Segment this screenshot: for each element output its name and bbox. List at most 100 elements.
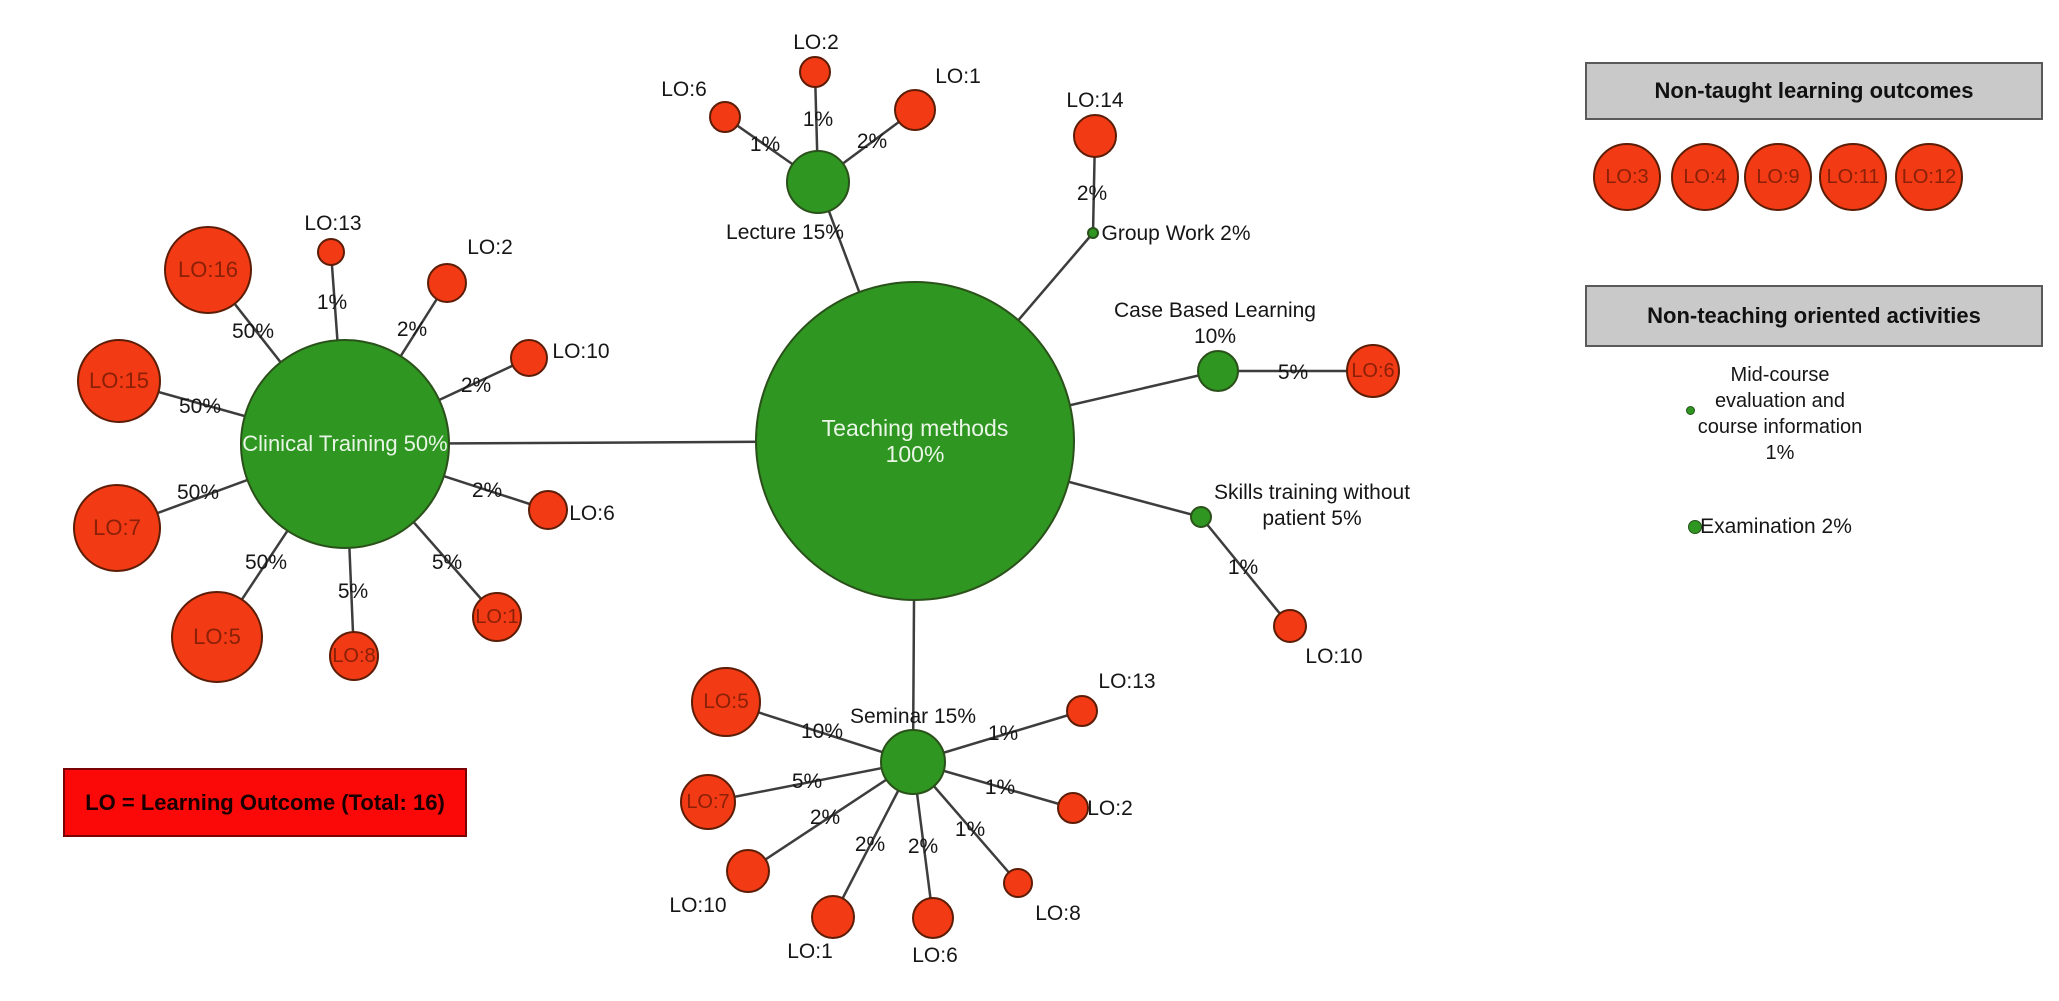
node-label-sk_lo10: LO:10 <box>1305 644 1362 670</box>
node-label-cbl_lo6: LO:6 <box>1351 360 1394 383</box>
node-label-c_lo1: LO:1 <box>475 606 518 629</box>
non-taught-lo-label: LO:3 <box>1605 165 1649 188</box>
node-c_lo15: LO:15 <box>77 339 161 423</box>
edge-label-casebased-cbl_lo6: 5% <box>1277 360 1309 384</box>
mid-course-label: Mid-course evaluation and course informa… <box>1698 362 1863 466</box>
non-taught-lo-label: LO:9 <box>1756 165 1800 188</box>
node-label-c_lo5: LO:5 <box>193 624 241 649</box>
lo-legend-label: LO = Learning Outcome (Total: 16) <box>85 789 445 815</box>
node-label-line: LO:16 <box>178 257 238 283</box>
node-cbl_lo6: LO:6 <box>1346 344 1400 398</box>
non-taught-lo-circle: LO:12 <box>1895 143 1963 211</box>
mid-course-label-line: 1% <box>1765 442 1795 464</box>
mid-course-dot <box>1686 406 1695 415</box>
node-label-line: LO:8 <box>1035 901 1081 925</box>
edge-label-skills-sk_lo10: 1% <box>1227 555 1259 579</box>
node-label-line: LO:5 <box>703 689 749 713</box>
edge-label-clinical-c_lo10: 2% <box>460 373 492 397</box>
node-c_lo5: LO:5 <box>171 591 263 683</box>
mid-course-label-line: Mid-course <box>1730 364 1830 386</box>
non-teaching-title: Non-teaching oriented activities <box>1647 303 1981 328</box>
edge-label-seminar-s_lo1: 2% <box>854 832 886 856</box>
edge-label-seminar-s_lo6: 2% <box>907 834 939 858</box>
node-label-l_lo2: LO:2 <box>793 30 839 56</box>
node-label-line: LO:13 <box>1098 669 1156 693</box>
edge-label-clinical-c_lo8: 5% <box>337 579 369 603</box>
examination-dot <box>1688 520 1702 534</box>
node-label-line: LO:1 <box>787 939 833 963</box>
node-label-line: LO:5 <box>193 624 241 650</box>
node-label-casebased: Case Based Learning 10% <box>1114 298 1316 351</box>
node-s_lo7: LO:7 <box>680 774 736 830</box>
node-label-s_lo13: LO:13 <box>1098 669 1155 695</box>
node-label-c_lo7: LO:7 <box>93 515 141 540</box>
edge-label-seminar-s_lo5: 10% <box>800 719 844 743</box>
non-taught-lo-circle: LO:3 <box>1593 143 1661 211</box>
node-label-c_lo15: LO:15 <box>89 368 149 393</box>
examination-label: Examination 2% <box>1700 514 1852 540</box>
node-s_lo8 <box>1003 868 1033 898</box>
non-taught-lo-circle: LO:11 <box>1819 143 1887 211</box>
edge-label-lecture-l_lo6: 1% <box>749 132 781 156</box>
node-l_lo1 <box>894 89 936 131</box>
node-label-line: LO:2 <box>793 30 839 54</box>
node-label-line: Seminar 15% <box>849 704 977 728</box>
non-taught-lo-label: LO:4 <box>1683 165 1727 188</box>
node-casebased <box>1197 350 1239 392</box>
edge-label-clinical-c_lo5: 50% <box>244 550 288 574</box>
node-label-line: LO:15 <box>89 368 149 394</box>
edge-label-clinical-c_lo13: 1% <box>316 290 348 314</box>
node-label-s_lo1: LO:1 <box>787 939 833 965</box>
edge-label-clinical-c_lo6: 2% <box>471 478 503 502</box>
node-l_lo2 <box>799 56 831 88</box>
node-label-skills: Skills training without patient 5% <box>1214 480 1410 533</box>
edge-label-seminar-s_lo7: 5% <box>791 769 823 793</box>
node-label-line: LO:10 <box>1305 644 1363 668</box>
node-label-line: LO:7 <box>93 515 141 541</box>
node-label-line: LO:6 <box>1351 359 1395 382</box>
edge-seminar-s_lo7 <box>707 760 914 804</box>
node-c_lo2 <box>427 263 467 303</box>
node-label-line: Group Work 2% <box>1101 221 1251 245</box>
non-taught-header: Non-taught learning outcomes <box>1585 62 2043 120</box>
edge-label-clinical-c_lo1: 5% <box>431 550 463 574</box>
edge-label-seminar-s_lo8: 1% <box>954 817 986 841</box>
node-teaching: Teaching methods 100% <box>755 281 1075 601</box>
node-label-line: LO:14 <box>1066 88 1124 112</box>
edge-label-clinical-c_lo16: 50% <box>231 319 275 343</box>
node-label-line: LO:6 <box>912 943 958 967</box>
node-seminar <box>880 729 946 795</box>
node-groupwork <box>1087 227 1099 239</box>
node-clinical: Clinical Training 50% <box>240 339 450 549</box>
mid-course-label-line: evaluation and <box>1714 390 1846 412</box>
edge-label-clinical-c_lo7: 50% <box>176 480 220 504</box>
node-label-line: Skills training without <box>1213 480 1411 504</box>
edge-skills-sk_lo10 <box>1200 516 1291 627</box>
node-label-line: LO:10 <box>669 893 727 917</box>
node-s_lo10 <box>726 849 770 893</box>
node-label-s_lo8: LO:8 <box>1035 901 1081 927</box>
examination-label-text: Examination 2% <box>1700 514 1852 538</box>
node-label-gw_lo14: LO:14 <box>1066 88 1123 114</box>
mid-course-label-line: course information <box>1697 416 1863 438</box>
edge-label-groupwork-gw_lo14: 2% <box>1076 181 1108 205</box>
node-c_lo8: LO:8 <box>329 631 379 681</box>
node-label-line: patient 5% <box>1262 507 1362 530</box>
node-label-c_lo10: LO:10 <box>552 339 609 365</box>
node-label-s_lo7: LO:7 <box>686 791 729 814</box>
edge-label-seminar-s_lo2: 1% <box>984 775 1016 799</box>
node-label-s_lo5: LO:5 <box>703 690 749 714</box>
node-label-line: LO:1 <box>935 64 981 88</box>
node-label-line: 10% <box>1193 325 1237 348</box>
node-label-line: LO:13 <box>304 211 362 235</box>
node-label-c_lo8: LO:8 <box>332 645 375 668</box>
node-label-line: Lecture 15% <box>726 220 844 244</box>
lo-legend-box: LO = Learning Outcome (Total: 16) <box>63 768 467 837</box>
node-label-clinical: Clinical Training 50% <box>242 431 447 456</box>
edge-label-lecture-l_lo1: 2% <box>856 129 888 153</box>
node-label-line: LO:2 <box>467 235 513 259</box>
node-label-teaching: Teaching methods 100% <box>822 415 1009 468</box>
node-l_lo6 <box>709 101 741 133</box>
node-s_lo1 <box>811 895 855 939</box>
